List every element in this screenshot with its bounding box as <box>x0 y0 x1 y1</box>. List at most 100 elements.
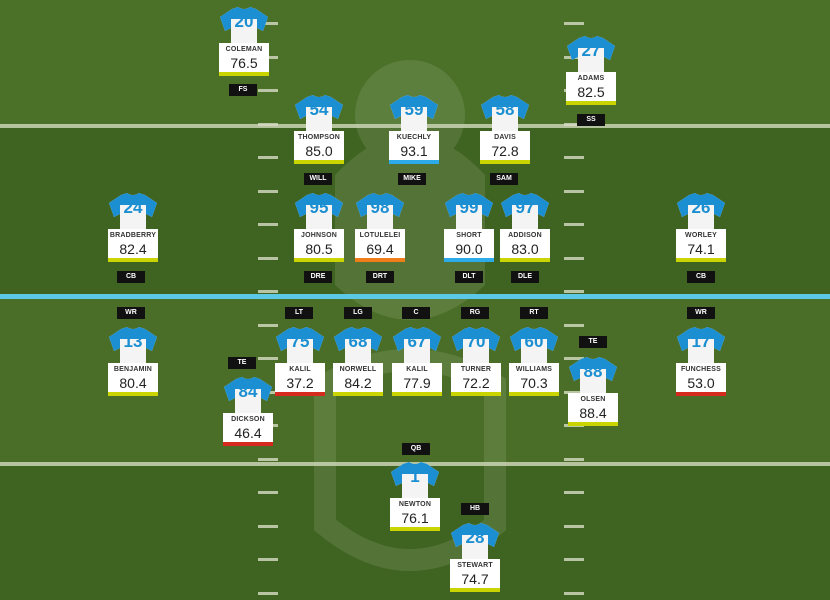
jersey-icon <box>391 462 439 498</box>
hash-mark <box>564 391 584 394</box>
position-tag: C <box>402 307 430 319</box>
jersey-number: 13 <box>123 332 143 351</box>
rating-card: NEWTON 76.1 <box>390 498 440 531</box>
player-rating: 46.4 <box>234 425 262 441</box>
hash-mark <box>258 458 278 461</box>
position-tag: DLT <box>455 271 483 283</box>
rating-card: LOTULELEI 69.4 <box>355 229 405 262</box>
player-card-adams[interactable]: 27 ADAMS 82.5 <box>560 36 622 105</box>
jersey-number: 20 <box>234 12 254 31</box>
jersey: 68 <box>333 327 383 363</box>
position-tag: TE <box>228 357 256 369</box>
jersey: 97 <box>500 193 550 229</box>
rating-card: BENJAMIN 80.4 <box>108 363 158 396</box>
position-tag: LT <box>285 307 313 319</box>
rating-card: ADDISON 83.0 <box>500 229 550 262</box>
player-card-coleman[interactable]: 20 COLEMAN 76.5 <box>213 7 275 76</box>
hash-mark <box>564 290 584 293</box>
jersey: 27 <box>566 36 616 72</box>
player-name: SHORT <box>456 232 482 239</box>
position-tag: WR <box>687 307 715 319</box>
jersey-icon <box>390 95 438 131</box>
player-card-benjamin[interactable]: 13 BENJAMIN 80.4 <box>102 327 164 396</box>
jersey-number: 84 <box>238 382 258 401</box>
jersey-number: 67 <box>407 332 427 351</box>
player-rating: 76.1 <box>401 510 429 526</box>
player-card-kalil_lt[interactable]: 75 KALIL 37.2 <box>269 327 331 396</box>
player-card-turner[interactable]: 70 TURNER 72.2 <box>445 327 507 396</box>
hash-mark <box>564 491 584 494</box>
position-tag: HB <box>461 503 489 515</box>
player-card-stewart[interactable]: 28 STEWART 74.7 <box>444 523 506 592</box>
player-card-dickson[interactable]: 84 DICKSON 46.4 <box>217 377 279 446</box>
hash-mark <box>564 324 584 327</box>
jersey-icon <box>481 95 529 131</box>
player-card-short[interactable]: 99 SHORT 90.0 <box>438 193 500 262</box>
player-card-norwell[interactable]: 68 NORWELL 84.2 <box>327 327 389 396</box>
hash-mark <box>564 123 584 126</box>
player-card-kalil_c[interactable]: 67 KALIL 77.9 <box>386 327 448 396</box>
jersey-icon <box>445 193 493 229</box>
player-card-williams[interactable]: 60 WILLIAMS 70.3 <box>503 327 565 396</box>
jersey: 54 <box>294 95 344 131</box>
player-name: NEWTON <box>398 501 432 508</box>
player-name: DAVIS <box>494 134 516 141</box>
jersey-number: 68 <box>348 332 368 351</box>
player-name: THOMPSON <box>297 134 341 141</box>
position-tag: WILL <box>304 173 332 185</box>
line-of-scrimmage <box>0 294 830 299</box>
jersey: 84 <box>223 377 273 413</box>
jersey-icon <box>220 7 268 43</box>
player-rating: 72.8 <box>491 143 519 159</box>
position-tag: SS <box>577 114 605 126</box>
player-rating: 83.0 <box>511 241 539 257</box>
jersey-icon <box>567 36 615 72</box>
player-card-johnson[interactable]: 95 JOHNSON 80.5 <box>288 193 350 262</box>
jersey-number: 54 <box>309 100 329 119</box>
jersey-number: 95 <box>309 198 329 217</box>
rating-card: WILLIAMS 70.3 <box>509 363 559 396</box>
team-logo-watermark <box>314 60 506 571</box>
player-card-thompson[interactable]: 54 THOMPSON 85.0 <box>288 95 350 164</box>
jersey: 58 <box>480 95 530 131</box>
position-tag: FS <box>229 84 257 96</box>
player-card-bradberry[interactable]: 24 BRADBERRY 82.4 <box>102 193 164 262</box>
rating-card: ADAMS 82.5 <box>566 72 616 105</box>
hash-mark <box>258 324 278 327</box>
rating-card: DAVIS 72.8 <box>480 131 530 164</box>
jersey-icon <box>569 357 617 393</box>
player-card-kuechly[interactable]: 59 KUECHLY 93.1 <box>383 95 445 164</box>
rating-card: DICKSON 46.4 <box>223 413 273 446</box>
player-rating: 72.2 <box>462 375 490 391</box>
hash-mark <box>564 223 584 226</box>
position-tag: MIKE <box>398 173 426 185</box>
player-rating: 80.4 <box>119 375 147 391</box>
position-tag: LG <box>344 307 372 319</box>
player-card-lotulelei[interactable]: 98 LOTULELEI 69.4 <box>349 193 411 262</box>
jersey: 70 <box>451 327 501 363</box>
rating-card: KUECHLY 93.1 <box>389 131 439 164</box>
player-card-davis[interactable]: 58 DAVIS 72.8 <box>474 95 536 164</box>
jersey: 28 <box>450 523 500 559</box>
player-rating: 85.0 <box>305 143 333 159</box>
player-card-olsen[interactable]: 88 OLSEN 88.4 <box>562 357 624 426</box>
position-tag: WR <box>117 307 145 319</box>
player-rating: 37.2 <box>286 375 314 391</box>
position-tag: QB <box>402 443 430 455</box>
hash-mark <box>564 558 584 561</box>
player-card-newton[interactable]: 1 NEWTON 76.1 <box>384 462 446 531</box>
hash-mark <box>258 89 278 92</box>
jersey-icon <box>677 327 725 363</box>
position-tag: TE <box>579 336 607 348</box>
position-tag: CB <box>687 271 715 283</box>
jersey: 88 <box>568 357 618 393</box>
jersey: 1 <box>390 462 440 498</box>
jersey: 67 <box>392 327 442 363</box>
rating-card: TURNER 72.2 <box>451 363 501 396</box>
jersey-number: 99 <box>459 198 479 217</box>
player-card-funchess[interactable]: 17 FUNCHESS 53.0 <box>670 327 732 396</box>
position-tag: RG <box>461 307 489 319</box>
player-card-addison[interactable]: 97 ADDISON 83.0 <box>494 193 556 262</box>
position-tag: CB <box>117 271 145 283</box>
player-card-worley[interactable]: 26 WORLEY 74.1 <box>670 193 732 262</box>
